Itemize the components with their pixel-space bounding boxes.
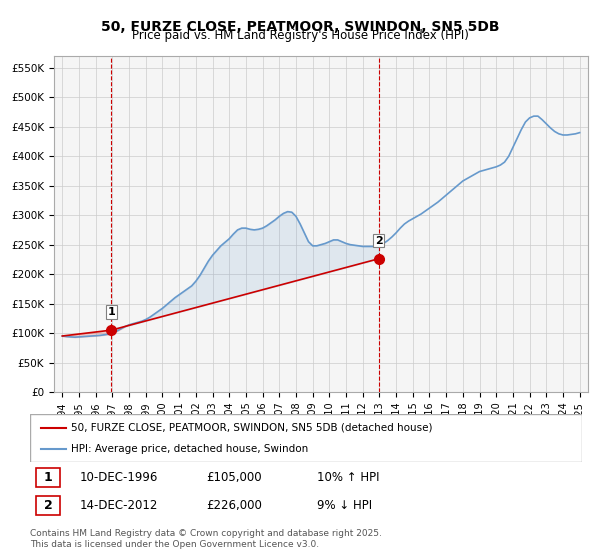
Text: HPI: Average price, detached house, Swindon: HPI: Average price, detached house, Swin… xyxy=(71,444,308,454)
FancyBboxPatch shape xyxy=(35,468,61,487)
Text: 2: 2 xyxy=(374,236,382,246)
Text: 50, FURZE CLOSE, PEATMOOR, SWINDON, SN5 5DB: 50, FURZE CLOSE, PEATMOOR, SWINDON, SN5 … xyxy=(101,20,499,34)
FancyBboxPatch shape xyxy=(30,414,582,462)
Text: £105,000: £105,000 xyxy=(206,470,262,484)
Text: 14-DEC-2012: 14-DEC-2012 xyxy=(80,498,158,512)
Text: Price paid vs. HM Land Registry's House Price Index (HPI): Price paid vs. HM Land Registry's House … xyxy=(131,29,469,42)
Text: 1: 1 xyxy=(107,307,115,317)
Text: Contains HM Land Registry data © Crown copyright and database right 2025.
This d: Contains HM Land Registry data © Crown c… xyxy=(30,529,382,549)
Text: 10% ↑ HPI: 10% ↑ HPI xyxy=(317,470,380,484)
Text: 50, FURZE CLOSE, PEATMOOR, SWINDON, SN5 5DB (detached house): 50, FURZE CLOSE, PEATMOOR, SWINDON, SN5 … xyxy=(71,423,433,433)
Text: 9% ↓ HPI: 9% ↓ HPI xyxy=(317,498,372,512)
Text: £226,000: £226,000 xyxy=(206,498,263,512)
Text: 10-DEC-1996: 10-DEC-1996 xyxy=(80,470,158,484)
FancyBboxPatch shape xyxy=(35,496,61,515)
Text: 1: 1 xyxy=(44,470,52,484)
Text: 2: 2 xyxy=(44,498,52,512)
